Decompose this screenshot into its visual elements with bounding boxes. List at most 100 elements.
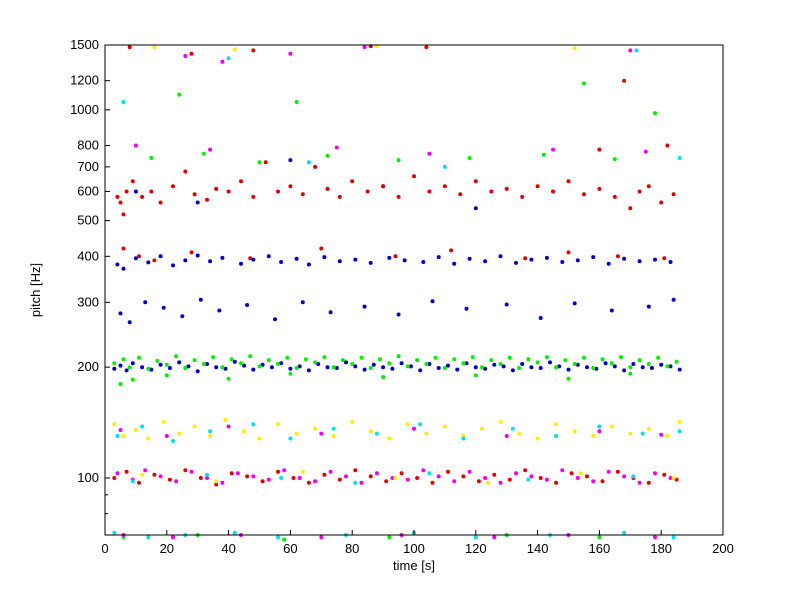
data-point [195,253,200,258]
data-point [161,419,166,424]
data-point [489,358,494,363]
data-point [229,357,234,362]
data-point [232,530,237,535]
data-point [208,429,213,434]
data-point [535,184,540,189]
data-point [164,373,169,378]
data-point [381,365,386,370]
data-point [622,78,627,83]
data-point [538,366,543,370]
data-point [291,476,296,480]
data-point [158,254,163,259]
data-point [566,250,571,255]
data-point [504,186,509,191]
data-point [575,476,580,480]
data-point [152,472,157,477]
data-point [235,471,240,476]
data-point [171,184,175,189]
data-point [167,366,172,370]
data-point [612,364,617,369]
data-point [449,248,454,253]
data-point [396,354,401,359]
data-point [612,157,617,162]
data-point [251,194,256,199]
data-point [467,156,472,160]
data-point [656,355,661,360]
data-point [671,535,676,540]
axes-frame [104,44,724,536]
data-point [331,426,336,431]
data-point [473,206,478,211]
data-point [306,160,311,165]
data-point [436,366,441,370]
data-point [220,255,225,260]
data-point [288,371,293,376]
data-point [325,186,330,191]
data-point [353,257,358,262]
data-point [548,360,552,365]
y-axis: 100 200 300 400 500 600 700 800 1000 1200 1500 [70,37,110,536]
data-point [217,308,222,313]
data-point [646,184,651,189]
data-point [544,355,549,360]
data-point [529,474,534,479]
data-point [662,256,667,261]
data-point [195,369,200,374]
data-point [544,477,549,482]
data-point [248,354,253,359]
data-point [600,479,605,484]
data-point [208,147,213,152]
data-point [214,186,219,191]
data-point [328,310,333,315]
data-point [232,359,237,364]
data-point [464,306,469,311]
data-point [615,254,620,259]
data-point [362,45,367,50]
data-point [646,426,651,431]
data-point [560,468,565,473]
data-point [282,537,287,542]
data-point [405,477,410,482]
data-point [350,179,355,184]
data-point [674,359,679,364]
data-point [646,362,651,366]
data-point [572,362,577,366]
data-point [427,189,432,194]
data-point [300,469,305,474]
data-point [368,366,373,370]
data-point [637,189,642,194]
data-point [276,189,280,194]
x-tick-label: 120 [465,541,487,556]
data-point [124,368,129,373]
data-point [340,358,345,363]
data-point [526,477,531,482]
x-tick-label: 40 [221,541,235,556]
data-point [483,476,488,480]
data-point [671,192,676,197]
data-point [266,477,271,482]
data-point [276,362,280,366]
data-point [121,266,126,271]
data-point [251,474,256,479]
data-point [350,419,355,424]
data-point [362,304,367,309]
data-point [245,303,250,307]
data-point [158,362,163,367]
data-point [353,480,358,485]
data-point [628,365,633,370]
data-point [396,158,401,163]
data-point [659,362,664,367]
x-axis-label: time [s] [393,558,435,573]
data-point [461,436,466,441]
data-point [140,424,145,429]
data-point [316,362,321,366]
y-tick-label: 600 [77,184,99,199]
data-point [483,366,488,371]
data-point [405,364,410,369]
data-point [359,480,364,485]
data-point [597,186,602,191]
data-point [421,468,426,473]
data-point [183,468,188,473]
data-point [322,472,327,477]
data-point [476,479,481,484]
